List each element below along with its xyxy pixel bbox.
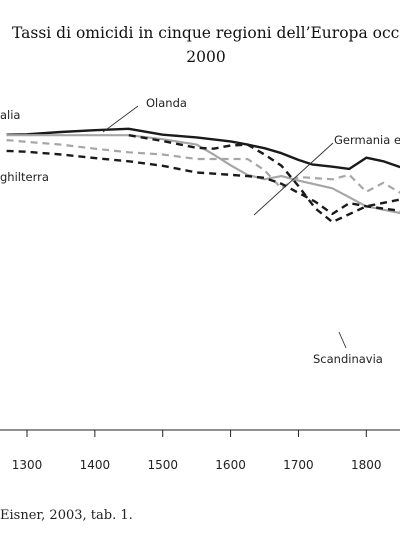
series-line-ghilterra (6, 149, 400, 216)
series-line-alia (6, 127, 400, 171)
series-label-scandinavia: Scandinavia (313, 352, 383, 366)
label-connector-layer (102, 105, 347, 349)
chart-subtitle: 2000 (186, 48, 225, 66)
source-note: Eisner, 2003, tab. 1. (0, 508, 133, 523)
series-line-germania-e (6, 139, 400, 194)
series-label-olanda: Olanda (146, 96, 187, 110)
x-tick-label-1500: 1500 (147, 458, 178, 472)
series-label-italia: alia (0, 108, 20, 122)
label-connector-scandinavia (338, 331, 347, 349)
series-layer (6, 127, 400, 224)
chart-title: Tassi di omicidi in cinque regioni dell’… (12, 24, 400, 42)
label-connector-olanda (102, 105, 139, 133)
series-label-germania: Germania e (334, 133, 400, 147)
x-tick-label-1400: 1400 (80, 458, 111, 472)
x-tick-label-1300: 1300 (12, 458, 43, 472)
label-connector-germania (253, 142, 334, 216)
x-tick-label-1600: 1600 (215, 458, 246, 472)
x-tick-label-1700: 1700 (283, 458, 314, 472)
series-label-inghilterra: ghilterra (0, 170, 49, 184)
x-tick-label-1800: 1800 (351, 458, 382, 472)
x-axis-ticks: 1300 1400 1500 1600 1700 1800 (12, 430, 382, 472)
